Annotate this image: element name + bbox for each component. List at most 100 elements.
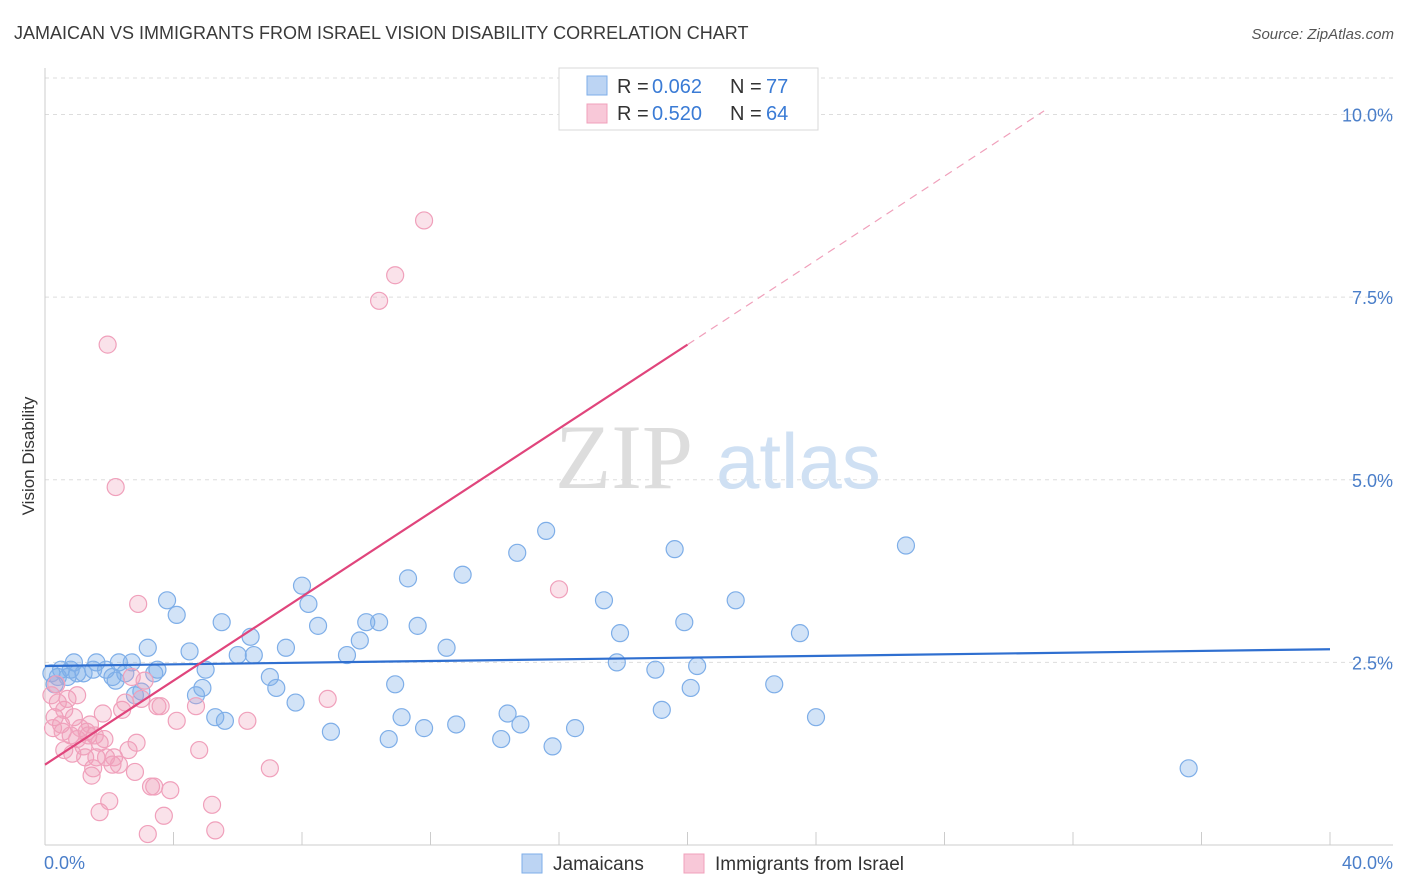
- israel-point-39: [129, 594, 148, 614]
- legend-r-value-1: 0.062: [652, 76, 702, 98]
- jamaican-point-51: [447, 715, 466, 734]
- jamaican-point-27: [212, 613, 231, 632]
- israel-point-3: [48, 693, 67, 712]
- israel-point-55: [260, 759, 279, 778]
- jamaican-point-74: [1179, 759, 1198, 778]
- jamaican-point-41: [350, 631, 369, 650]
- jamaican-point-34: [276, 638, 296, 657]
- jamaican-point-59: [565, 719, 585, 738]
- jamaican-point-8: [87, 653, 106, 672]
- jamaican-point-60: [594, 591, 614, 610]
- jamaican-point-72: [806, 708, 826, 727]
- jamaican-point-21: [167, 605, 186, 625]
- jamaican-point-16: [132, 682, 151, 701]
- israel-point-28: [100, 792, 119, 811]
- y-axis-label: Vision Disability: [19, 396, 38, 515]
- jamaican-point-52: [453, 565, 472, 584]
- israel-point-44: [145, 777, 164, 796]
- jamaican-point-69: [726, 591, 745, 610]
- israel-point-18: [80, 715, 100, 734]
- jamaican-point-66: [675, 613, 694, 632]
- israel-point-19: [82, 766, 101, 785]
- jamaican-point-65: [665, 540, 684, 559]
- legend-n-label-1: N =: [730, 76, 762, 98]
- israel-point-20: [84, 759, 103, 778]
- israel-point-25: [93, 704, 112, 723]
- israel-point-22: [87, 748, 106, 767]
- israel-point-50: [186, 697, 206, 716]
- israel-point-38: [127, 733, 146, 752]
- bottom-legend-swatch-israel: [683, 853, 705, 874]
- jamaican-point-43: [370, 613, 389, 632]
- jamaican-point-54: [498, 704, 517, 723]
- legend-r-label-2: R =: [617, 103, 649, 125]
- jamaican-point-62: [610, 624, 630, 643]
- jamaican-point-61: [607, 653, 626, 672]
- israel-point-12: [68, 686, 87, 705]
- israel-point-52: [202, 795, 222, 814]
- israel-point-37: [125, 762, 145, 782]
- jamaican-point-39: [321, 722, 341, 741]
- legend-box: R = 0.062 N = 77 R = 0.520 N = 64: [558, 67, 819, 131]
- y-tick-labels: 2.5% 5.0% 7.5% 10.0%: [1342, 106, 1393, 674]
- jamaican-point-29: [228, 645, 247, 665]
- israel-point-57: [370, 291, 389, 310]
- legend-n-value-2: 64: [766, 103, 788, 125]
- jamaican-point-24: [193, 678, 212, 698]
- israel-point-7: [58, 689, 77, 709]
- watermark: ZIP atlas: [555, 406, 881, 508]
- jamaican-point-57: [537, 521, 556, 540]
- jamaican-point-46: [392, 708, 411, 727]
- jamaican-point-71: [790, 624, 810, 643]
- israel-point-29: [103, 755, 122, 774]
- trendline-jamaicans: [44, 648, 1331, 668]
- israel-point-54: [238, 711, 257, 730]
- jamaican-point-14: [122, 653, 141, 672]
- chart-title: JAMAICAN VS IMMIGRANTS FROM ISRAEL VISIO…: [14, 23, 748, 43]
- jamaican-point-64: [652, 700, 671, 719]
- x-tick-max: 40.0%: [1342, 853, 1393, 873]
- jamaican-point-45: [386, 675, 405, 694]
- y-tick-label-2: 7.5%: [1352, 288, 1393, 308]
- jamaican-point-75: [42, 664, 61, 683]
- israel-point-32: [109, 755, 128, 774]
- jamaican-point-76: [68, 664, 87, 683]
- trendlines: [44, 110, 1331, 766]
- israel-point-48: [161, 781, 180, 800]
- israel-point-41: [135, 671, 154, 690]
- jamaican-point-31: [244, 645, 263, 665]
- jamaican-point-32: [260, 667, 279, 687]
- jamaican-point-63: [646, 660, 665, 679]
- jamaican-point-28: [215, 711, 234, 730]
- chart-source: Source: ZipAtlas.com: [1251, 26, 1394, 43]
- jamaican-point-25: [196, 660, 215, 679]
- jamaican-point-40: [337, 645, 357, 665]
- israel-point-51: [190, 740, 209, 760]
- jamaican-point-20: [157, 591, 177, 610]
- legend-r-value-2: 0.520: [652, 103, 702, 125]
- jamaican-point-56: [511, 715, 530, 734]
- series-jamaicans-points: [42, 521, 1198, 778]
- jamaican-point-70: [765, 675, 784, 694]
- jamaican-point-26: [206, 708, 225, 727]
- y-tick-label-0: 2.5%: [1352, 653, 1393, 673]
- bottom-legend: Jamaicans Immigrants from Israel: [521, 853, 904, 875]
- israel-point-42: [138, 824, 157, 844]
- legend-r-label-1: R =: [617, 76, 649, 98]
- israel-point-6: [55, 700, 74, 719]
- israel-point-56: [318, 689, 337, 709]
- jamaican-point-55: [508, 543, 527, 562]
- jamaican-point-33: [267, 678, 286, 698]
- bottom-legend-swatch-jamaicans: [521, 853, 543, 874]
- jamaican-point-22: [180, 642, 199, 661]
- israel-point-62: [43, 719, 63, 738]
- jamaican-point-67: [681, 678, 700, 698]
- jamaican-point-68: [688, 656, 707, 676]
- y-tick-label-3: 10.0%: [1342, 106, 1393, 126]
- jamaican-point-12: [109, 653, 128, 672]
- series-israel-points: [42, 211, 569, 844]
- trendline-israel-extension: [687, 110, 1045, 346]
- israel-point-58: [386, 266, 405, 285]
- jamaican-point-35: [286, 693, 305, 712]
- israel-point-2: [47, 675, 66, 694]
